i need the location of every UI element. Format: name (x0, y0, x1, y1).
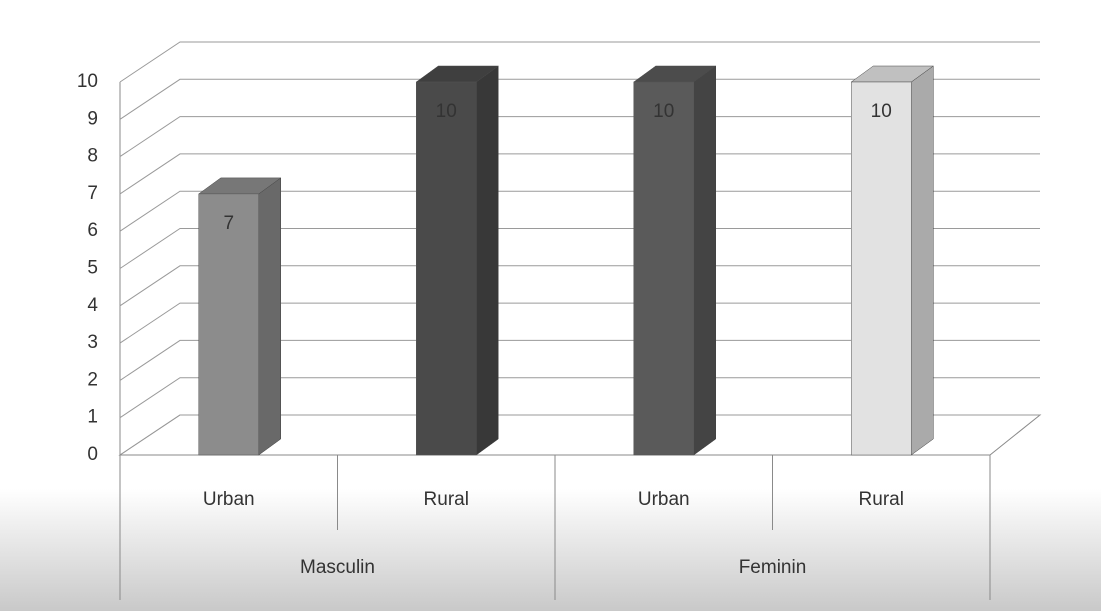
x-tick-label: Rural (859, 489, 904, 510)
bar (851, 81, 912, 456)
y-tick-label: 6 (87, 220, 98, 241)
bar-side (258, 177, 281, 456)
y-tick-label: 1 (87, 407, 98, 428)
grid-line (119, 78, 1040, 120)
y-tick-label: 4 (87, 295, 98, 316)
y-tick-label: 3 (87, 332, 98, 353)
grid-line (119, 116, 1040, 158)
bar (198, 193, 259, 456)
grid-line (119, 339, 1040, 381)
grid-line (119, 414, 1040, 456)
y-tick-label: 2 (87, 369, 98, 390)
grid-line (119, 41, 1040, 83)
grid-line (119, 153, 1040, 195)
bar (633, 81, 694, 456)
group-label: Masculin (300, 557, 375, 578)
grid-line (119, 302, 1040, 344)
y-tick-label: 5 (87, 258, 98, 279)
grid-line (119, 190, 1040, 232)
bar-side (476, 65, 499, 456)
data-label: 7 (223, 213, 234, 234)
x-tick-label: Rural (424, 489, 469, 510)
x-tick-label: Urban (203, 489, 255, 510)
grid-line (119, 377, 1040, 419)
y-tick-label: 8 (87, 146, 98, 167)
data-label: 10 (653, 101, 674, 122)
grid-line (119, 228, 1040, 269)
plot: 0 1 2 3 4 5 6 7 8 9 10 Urban 7 Rural 10 Urban 10 Rural 10 M… (77, 41, 1042, 600)
y-tick-label: 7 (87, 183, 98, 204)
data-label: 10 (871, 101, 892, 122)
group-label: Feminin (739, 557, 807, 578)
y-tick-label: 9 (87, 108, 98, 129)
data-label: 10 (436, 101, 457, 122)
x-tick-label: Urban (638, 489, 690, 510)
y-tick-label: 0 (87, 444, 98, 465)
y-tick-label: 10 (77, 71, 98, 92)
bar-side (911, 65, 934, 456)
grid-line (119, 265, 1040, 307)
bar-side (693, 65, 716, 456)
bar (416, 81, 477, 456)
